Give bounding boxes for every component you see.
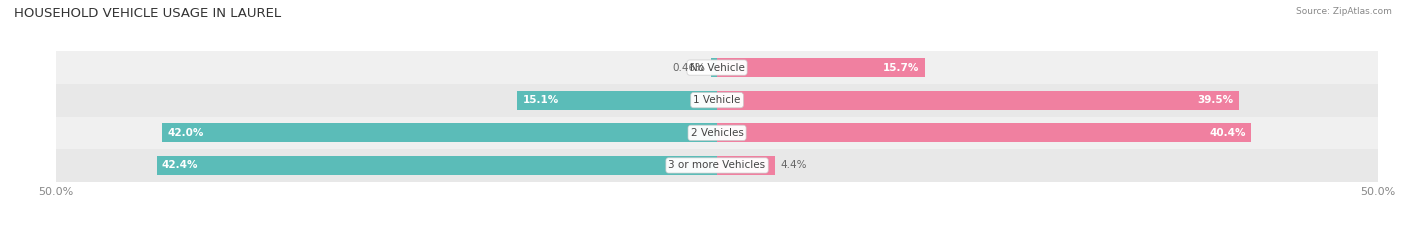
Bar — [711, 58, 717, 77]
Bar — [717, 156, 775, 175]
Bar — [56, 84, 1378, 116]
Bar — [717, 58, 925, 77]
Text: Source: ZipAtlas.com: Source: ZipAtlas.com — [1296, 7, 1392, 16]
Bar — [56, 116, 1378, 149]
Text: 4.4%: 4.4% — [780, 161, 807, 170]
Bar — [717, 91, 1239, 110]
Text: 39.5%: 39.5% — [1198, 95, 1234, 105]
Text: 2 Vehicles: 2 Vehicles — [690, 128, 744, 138]
Bar — [156, 156, 717, 175]
Text: 1 Vehicle: 1 Vehicle — [693, 95, 741, 105]
Bar — [56, 149, 1378, 182]
Text: 15.7%: 15.7% — [883, 63, 920, 72]
Text: 42.0%: 42.0% — [167, 128, 204, 138]
Bar — [56, 51, 1378, 84]
Text: No Vehicle: No Vehicle — [689, 63, 745, 72]
Bar — [517, 91, 717, 110]
Text: 40.4%: 40.4% — [1209, 128, 1246, 138]
Text: 3 or more Vehicles: 3 or more Vehicles — [668, 161, 766, 170]
Text: 42.4%: 42.4% — [162, 161, 198, 170]
Text: 15.1%: 15.1% — [523, 95, 560, 105]
Text: HOUSEHOLD VEHICLE USAGE IN LAUREL: HOUSEHOLD VEHICLE USAGE IN LAUREL — [14, 7, 281, 20]
Bar — [717, 123, 1251, 142]
Text: 0.46%: 0.46% — [672, 63, 706, 72]
Bar — [162, 123, 717, 142]
